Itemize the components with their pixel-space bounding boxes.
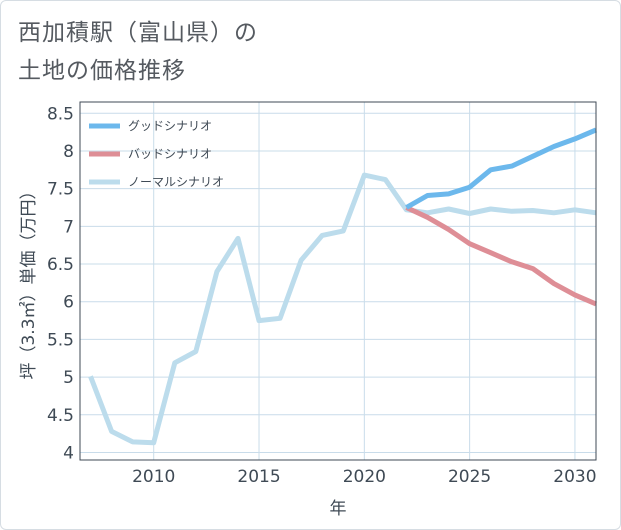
x-tick-labels: 2010 2015 2020 2025 2030 [132,467,596,487]
title-line-2: 土地の価格推移 [18,58,186,84]
plot-border [79,101,597,461]
chart-title: 西加積駅（富山県）の 土地の価格推移 [18,14,258,90]
x-tick-label: 2030 [553,467,596,487]
series-line-2 [88,172,597,446]
y-tick-label: 5.5 [47,330,74,350]
y-tick-label: 8.5 [47,104,74,124]
legend-label: グッドシナリオ [128,119,212,133]
y-tick-label: 6 [63,293,74,313]
y-axis-label: 坪（3.3㎡）単価（万円） [19,182,39,379]
x-tick-label: 2010 [132,467,175,487]
y-tick-label: 8 [63,142,74,162]
y-tick-label: 7.5 [47,180,74,200]
y-tick-label: 7 [63,217,74,237]
x-tick-label: 2020 [343,467,386,487]
title-line-1: 西加積駅（富山県）の [18,20,258,46]
legend-label: バッドシナリオ [128,147,212,161]
x-tick-label: 2015 [237,467,280,487]
series-lines [88,127,597,446]
y-tick-label: 4 [63,443,74,463]
series-line-1 [405,205,597,307]
x-axis-label: 年 [330,499,347,519]
series-line-0 [405,127,597,210]
x-tick-label: 2025 [448,467,491,487]
y-tick-label: 6.5 [47,255,74,275]
legend-label: ノーマルシナリオ [128,175,224,189]
grid-lines [80,102,596,460]
y-tick-label: 4.5 [47,406,74,426]
y-tick-label: 5 [63,368,74,388]
y-tick-labels: 4 4.5 5 5.5 6 6.5 7 7.5 8 8.5 [47,104,74,463]
